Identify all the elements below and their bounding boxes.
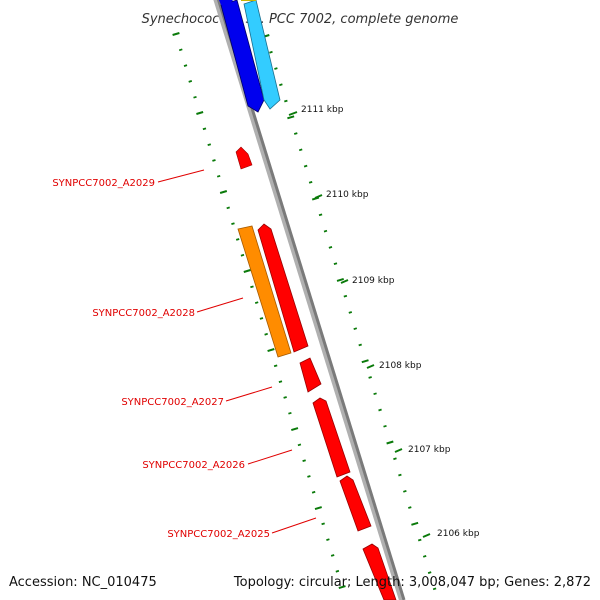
- gene-label-A2026[interactable]: SYNPCC7002_A2026: [142, 460, 245, 471]
- tick-mark: [278, 380, 283, 383]
- tick-mark: [378, 408, 382, 412]
- accession-text: Accession: NC_010475: [9, 575, 157, 590]
- scale-label-2111: 2111 kbp: [301, 105, 344, 115]
- tick-mark: [348, 311, 353, 314]
- tick-mark: [288, 411, 292, 415]
- tick-mark: [193, 95, 197, 99]
- gene-A2026[interactable]: [312, 397, 351, 478]
- tick-mark: [212, 159, 216, 162]
- tick-mark: [333, 262, 338, 265]
- outer-tick-track: [262, 34, 437, 591]
- tick-mark: [183, 64, 188, 67]
- tick-mark: [267, 348, 275, 353]
- scale-label-2107: 2107 kbp: [408, 445, 451, 455]
- tick-mark: [353, 327, 358, 331]
- tick-mark: [243, 269, 251, 273]
- tick-mark: [368, 376, 372, 379]
- tick-mark: [231, 222, 235, 225]
- tick-mark: [259, 317, 264, 320]
- tick-mark: [283, 396, 287, 399]
- tick-mark: [328, 246, 333, 249]
- tick-mark: [336, 277, 344, 282]
- tick-mark: [298, 148, 303, 152]
- gene-next[interactable]: [362, 543, 397, 600]
- scale-label-2109: 2109 kbp: [352, 276, 395, 286]
- tick-mark: [178, 48, 183, 52]
- genome-summary-text: Topology: circular; Length: 3,008,047 bp…: [233, 575, 591, 590]
- inner-tick-track: [172, 32, 346, 590]
- scale-labels: 2111 kbp 2110 kbp 2109 kbp 2108 kbp 2107…: [288, 105, 480, 539]
- tick-mark: [408, 506, 412, 509]
- tick-mark: [188, 80, 193, 83]
- tick-mark: [274, 67, 278, 70]
- tick-mark: [284, 99, 288, 103]
- tick-mark: [311, 490, 316, 494]
- tick-mark: [172, 32, 180, 36]
- tick-mark: [411, 521, 419, 526]
- gene-label-A2029[interactable]: SYNPCC7002_A2029: [52, 178, 155, 189]
- tick-mark: [358, 343, 362, 347]
- tick-mark: [330, 554, 335, 557]
- tick-mark: [403, 489, 407, 493]
- tick-mark: [323, 229, 328, 233]
- gene-label-A2028[interactable]: SYNPCC7002_A2028: [92, 308, 195, 319]
- tick-mark: [308, 181, 313, 184]
- gene-A2028-orange[interactable]: [237, 225, 292, 358]
- tick-mark: [279, 83, 283, 87]
- tick-mark: [250, 285, 254, 289]
- scale-label-2108: 2108 kbp: [379, 361, 422, 371]
- scale-label-2110: 2110 kbp: [326, 190, 369, 200]
- tick-mark: [240, 253, 245, 257]
- tick-mark: [427, 571, 432, 574]
- tick-mark: [293, 132, 298, 135]
- gene-A2027[interactable]: [299, 357, 322, 393]
- tick-mark: [226, 206, 230, 210]
- tick-mark: [196, 111, 204, 115]
- tick-mark: [303, 164, 308, 168]
- tick-mark: [326, 538, 330, 541]
- gene-A2029[interactable]: [235, 146, 253, 170]
- tick-mark: [297, 443, 302, 447]
- tick-mark: [321, 522, 325, 526]
- tick-mark: [269, 50, 273, 54]
- tick-mark: [307, 475, 311, 478]
- tick-mark: [202, 127, 207, 131]
- scale-label-2106: 2106 kbp: [437, 529, 480, 539]
- tick-mark: [235, 238, 240, 241]
- map-title: Synechococcus sp. PCC 7002, complete gen…: [142, 12, 459, 27]
- gene-A2028[interactable]: [257, 223, 309, 353]
- tick-mark: [373, 392, 377, 396]
- tick-mark: [338, 585, 346, 590]
- tick-mark: [219, 190, 228, 194]
- tick-mark: [291, 427, 299, 432]
- tick-mark: [264, 332, 268, 336]
- tick-mark: [343, 294, 348, 298]
- gene-label-A2027[interactable]: SYNPCC7002_A2027: [121, 397, 224, 408]
- tick-mark: [432, 587, 437, 591]
- tick-mark: [254, 301, 259, 304]
- gene-A2025[interactable]: [339, 475, 372, 532]
- tick-mark: [318, 213, 323, 217]
- tick-mark: [207, 143, 212, 146]
- tick-mark: [335, 569, 340, 573]
- tick-mark: [216, 174, 221, 178]
- tick-mark: [361, 359, 369, 364]
- tick-mark: [422, 555, 427, 558]
- gene-labels: SYNPCC7002_A2029 SYNPCC7002_A2028 SYNPCC…: [52, 169, 317, 540]
- tick-mark: [287, 115, 295, 120]
- tick-mark: [393, 457, 397, 461]
- tick-mark: [386, 440, 394, 445]
- tick-mark: [417, 538, 422, 542]
- gene-label-A2025[interactable]: SYNPCC7002_A2025: [167, 529, 270, 540]
- tick-mark: [273, 364, 278, 368]
- tick-mark: [383, 424, 387, 428]
- tick-mark: [302, 459, 306, 462]
- tick-mark: [314, 506, 322, 511]
- tick-mark: [398, 473, 402, 477]
- feature-top-small[interactable]: [219, 0, 256, 5]
- feature-blue[interactable]: [220, 0, 265, 113]
